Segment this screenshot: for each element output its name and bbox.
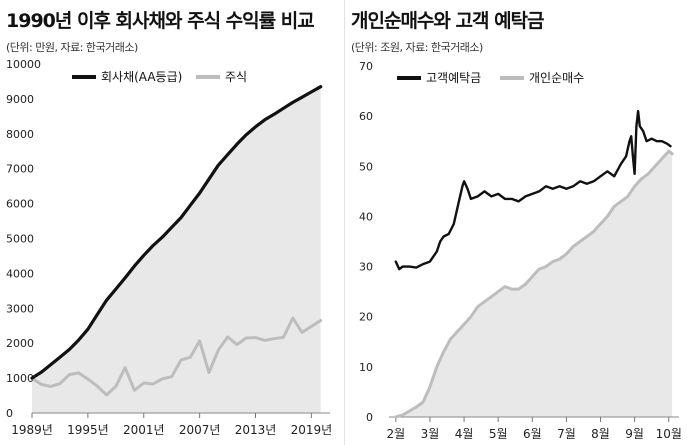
y-tick-label: 40 bbox=[359, 210, 373, 223]
y-tick-label: 20 bbox=[359, 311, 373, 324]
legend-label: 개인순매수 bbox=[529, 71, 584, 85]
series-line-0 bbox=[30, 85, 323, 380]
legend-label: 회사채(AA등급) bbox=[101, 70, 182, 84]
y-tick-label: 7000 bbox=[6, 163, 34, 176]
y-tick-label: 10 bbox=[359, 361, 373, 374]
x-tick-label: 6월 bbox=[523, 427, 542, 441]
y-tick-label: 10000 bbox=[6, 58, 41, 71]
x-tick-label: 2019년 bbox=[291, 423, 333, 437]
x-tick-label: 1995년 bbox=[67, 423, 109, 437]
y-tick-label: 6000 bbox=[6, 198, 34, 211]
net-buying-deposit-chart: 0 10 20 30 40 50 60 70 2월 3월 4월 5월 6월 7월 8월 9월 10월 고객예탁금 개… bbox=[359, 60, 682, 441]
series-area-0 bbox=[32, 86, 321, 413]
y-tick-label: 60 bbox=[359, 110, 373, 123]
y-tick-label: 50 bbox=[359, 160, 373, 173]
right-chart-title: 개인순매수와 고객 예탁금 bbox=[351, 10, 545, 32]
series-line-0 bbox=[394, 109, 672, 271]
right-chart-unit-note: (단위: 조원, 자료: 한국거래소) bbox=[351, 41, 483, 54]
y-tick-label: 9000 bbox=[6, 93, 34, 106]
x-tick-label: 8월 bbox=[591, 427, 610, 441]
left-chart-unit-note: (단위: 만원, 자료: 한국거래소) bbox=[6, 41, 138, 54]
y-tick-label: 3000 bbox=[6, 302, 34, 315]
x-tick-label: 7월 bbox=[557, 427, 576, 441]
y-tick-label: 2000 bbox=[6, 337, 34, 350]
x-tick-label: 2월 bbox=[386, 427, 405, 441]
right-chart-panel: 개인순매수와 고객 예탁금 (단위: 조원, 자료: 한국거래소) 0 10 20 3… bbox=[345, 0, 687, 445]
bond-vs-stock-chart: 0 1000 2000 3000 4000 5000 6000 7000 8000 9000 100… bbox=[6, 58, 333, 437]
y-tick-label: 1000 bbox=[6, 372, 34, 385]
x-tick-label: 1989년 bbox=[11, 423, 53, 437]
y-tick-label: 30 bbox=[359, 261, 373, 274]
left-chart-title: 1990년 이후 회사채와 주식 수익률 비교 bbox=[6, 10, 315, 32]
panel-divider bbox=[344, 0, 345, 445]
y-tick-label: 8000 bbox=[6, 128, 34, 141]
x-tick-label: 5월 bbox=[489, 427, 508, 441]
x-tick-label: 2001년 bbox=[123, 423, 165, 437]
x-tick-label: 9월 bbox=[625, 427, 644, 441]
y-tick-label: 0 bbox=[366, 411, 373, 424]
x-tick-label: 2007년 bbox=[179, 423, 221, 437]
legend-label: 고객예탁금 bbox=[426, 71, 481, 85]
series-area-1 bbox=[395, 151, 673, 417]
x-tick-label: 10월 bbox=[656, 427, 682, 441]
series-line-1 bbox=[394, 149, 674, 419]
x-tick-label: 4월 bbox=[455, 427, 474, 441]
x-tick-label: 2013년 bbox=[235, 423, 277, 437]
y-tick-label: 5000 bbox=[6, 233, 34, 246]
left-chart-panel: 1990년 이후 회사채와 주식 수익률 비교 (단위: 만원, 자료: 한국거… bbox=[6, 10, 333, 437]
y-tick-label: 4000 bbox=[6, 267, 34, 280]
y-tick-label: 0 bbox=[6, 407, 13, 420]
series-line-1 bbox=[30, 316, 323, 397]
x-tick-label: 3월 bbox=[421, 427, 440, 441]
legend-label: 주식 bbox=[225, 70, 247, 84]
y-tick-label: 70 bbox=[359, 60, 373, 73]
